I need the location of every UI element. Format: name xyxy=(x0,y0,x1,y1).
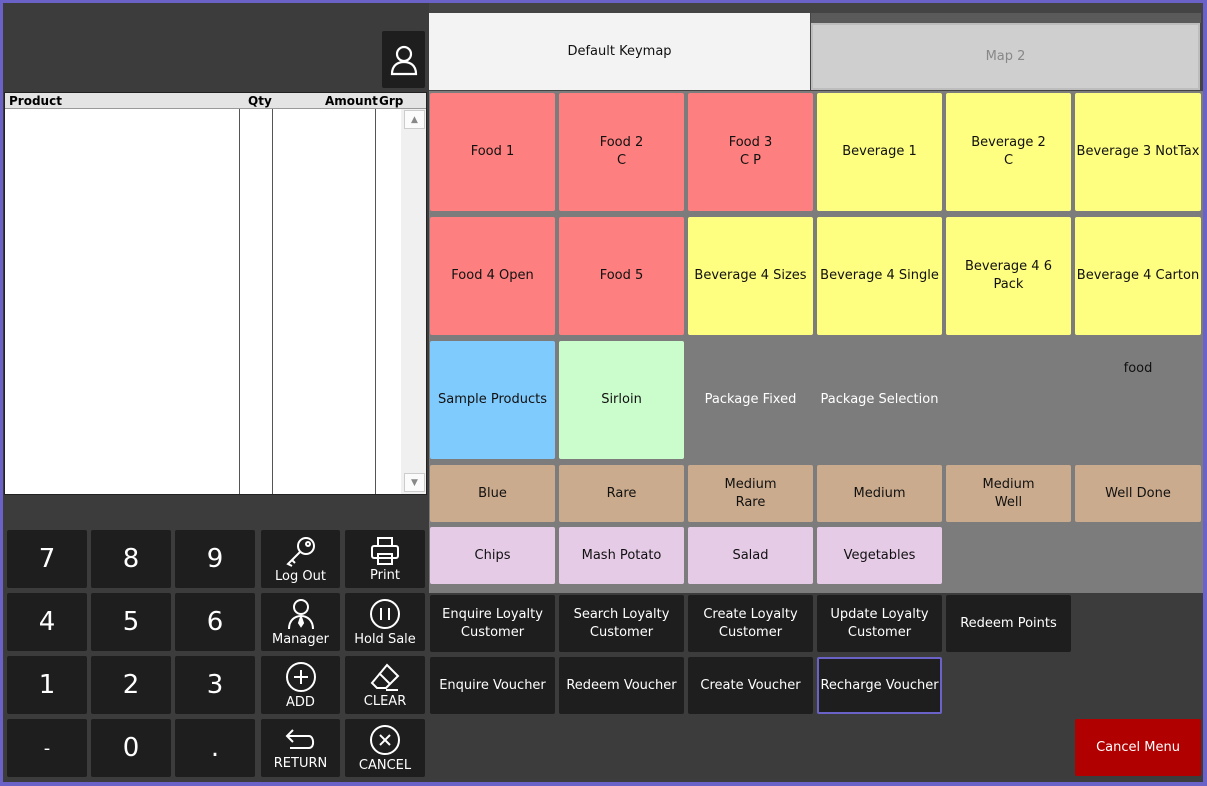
product-food-4-open[interactable]: Food 4 Open xyxy=(430,217,555,335)
key-2[interactable]: 2 xyxy=(91,656,171,714)
recharge-voucher-button[interactable]: Recharge Voucher xyxy=(817,657,942,714)
manager-icon xyxy=(287,598,314,629)
key-decimal[interactable]: . xyxy=(175,719,255,777)
key-icon xyxy=(285,536,315,567)
return-button[interactable]: RETURN xyxy=(261,719,340,777)
pos-window: Default Keymap Map 2 Product Qty Amount … xyxy=(3,3,1203,782)
modifier-medium-rare[interactable]: Medium Rare xyxy=(688,465,813,522)
cancel-label: CANCEL xyxy=(358,757,412,773)
product-beverage-4-single[interactable]: Beverage 4 Single xyxy=(817,217,942,335)
create-loyalty-customer-button[interactable]: Create Loyalty Customer xyxy=(688,595,813,652)
product-sample-products[interactable]: Sample Products xyxy=(430,341,555,459)
tab-divider xyxy=(811,13,1201,23)
key-3[interactable]: 3 xyxy=(175,656,255,714)
side-vegetables[interactable]: Vegetables xyxy=(817,527,942,584)
plus-circle-icon xyxy=(285,661,316,692)
column-divider xyxy=(239,109,240,494)
clear-label: CLEAR xyxy=(363,693,407,709)
product-package-selection[interactable]: Package Selection xyxy=(820,392,939,407)
manager-button[interactable]: Manager xyxy=(261,593,340,651)
log-out-button[interactable]: Log Out xyxy=(261,530,340,588)
return-icon xyxy=(285,728,314,749)
column-qty: Qty xyxy=(248,94,272,108)
key-4[interactable]: 4 xyxy=(7,593,87,651)
tab-default-keymap[interactable]: Default Keymap xyxy=(429,13,810,90)
product-beverage-2[interactable]: Beverage 2 C xyxy=(946,93,1071,211)
product-food-1[interactable]: Food 1 xyxy=(430,93,555,211)
enquire-loyalty-customer-button[interactable]: Enquire Loyalty Customer xyxy=(430,595,555,652)
order-list-header: Product Qty Amount Grp xyxy=(5,93,426,109)
modifier-blue[interactable]: Blue xyxy=(430,465,555,522)
key-8[interactable]: 8 xyxy=(91,530,171,588)
manager-label: Manager xyxy=(272,631,329,647)
modifier-well-done[interactable]: Well Done xyxy=(1075,465,1201,522)
enquire-voucher-button[interactable]: Enquire Voucher xyxy=(430,657,555,714)
column-amount: Amount xyxy=(325,94,378,108)
user-icon xyxy=(390,45,417,75)
key-7[interactable]: 7 xyxy=(7,530,87,588)
key-0[interactable]: 0 xyxy=(91,719,171,777)
tab-map-2[interactable]: Map 2 xyxy=(811,23,1200,90)
side-salad[interactable]: Salad xyxy=(688,527,813,584)
printer-icon xyxy=(371,536,399,565)
key-9[interactable]: 9 xyxy=(175,530,255,588)
key-5[interactable]: 5 xyxy=(91,593,171,651)
product-beverage-1[interactable]: Beverage 1 xyxy=(817,93,942,211)
search-loyalty-customer-button[interactable]: Search Loyalty Customer xyxy=(559,595,684,652)
product-food-label[interactable]: food xyxy=(1123,361,1153,376)
cancel-button[interactable]: CANCEL xyxy=(345,719,425,777)
product-sirloin[interactable]: Sirloin xyxy=(559,341,684,459)
print-label: Print xyxy=(370,567,400,583)
column-product: Product xyxy=(9,94,62,108)
product-package-fixed[interactable]: Package Fixed xyxy=(704,392,797,407)
modifier-medium[interactable]: Medium xyxy=(817,465,942,522)
modifier-medium-well[interactable]: Medium Well xyxy=(946,465,1071,522)
product-food-5[interactable]: Food 5 xyxy=(559,217,684,335)
log-out-label: Log Out xyxy=(275,568,326,584)
modifier-rare[interactable]: Rare xyxy=(559,465,684,522)
product-food-3[interactable]: Food 3 C P xyxy=(688,93,813,211)
hold-sale-label: Hold Sale xyxy=(354,631,416,647)
pause-icon xyxy=(370,598,400,629)
scroll-up-arrow-icon[interactable]: ▲ xyxy=(404,110,425,129)
column-grp: Grp xyxy=(379,94,404,108)
return-label: RETURN xyxy=(273,755,328,771)
redeem-points-button[interactable]: Redeem Points xyxy=(946,595,1071,652)
product-beverage-3[interactable]: Beverage 3 NotTax xyxy=(1075,93,1201,211)
add-button[interactable]: ADD xyxy=(261,656,340,714)
key-1[interactable]: 1 xyxy=(7,656,87,714)
order-list[interactable]: Product Qty Amount Grp ▲ ▼ xyxy=(4,92,427,495)
scroll-down-arrow-icon[interactable]: ▼ xyxy=(404,473,425,492)
user-button[interactable] xyxy=(382,31,425,88)
column-divider xyxy=(375,109,376,494)
clear-button[interactable]: CLEAR xyxy=(345,656,425,714)
product-beverage-4-sizes[interactable]: Beverage 4 Sizes xyxy=(688,217,813,335)
column-divider xyxy=(272,109,273,494)
hold-sale-button[interactable]: Hold Sale xyxy=(345,593,425,651)
side-mash-potato[interactable]: Mash Potato xyxy=(559,527,684,584)
product-beverage-4-carton[interactable]: Beverage 4 Carton xyxy=(1075,217,1201,335)
side-chips[interactable]: Chips xyxy=(430,527,555,584)
create-voucher-button[interactable]: Create Voucher xyxy=(688,657,813,714)
update-loyalty-customer-button[interactable]: Update Loyalty Customer xyxy=(817,595,942,652)
vertical-scrollbar[interactable]: ▲ ▼ xyxy=(401,109,426,494)
product-grid xyxy=(429,91,1203,593)
key-6[interactable]: 6 xyxy=(175,593,255,651)
key-minus[interactable]: - xyxy=(7,719,87,777)
print-button[interactable]: Print xyxy=(345,530,425,588)
product-food-2[interactable]: Food 2 C xyxy=(559,93,684,211)
add-label: ADD xyxy=(286,694,315,710)
x-circle-icon xyxy=(370,724,400,755)
cancel-menu-button[interactable]: Cancel Menu xyxy=(1075,719,1201,776)
product-beverage-4-6-pack[interactable]: Beverage 4 6 Pack xyxy=(946,217,1071,335)
eraser-icon xyxy=(370,663,400,691)
redeem-voucher-button[interactable]: Redeem Voucher xyxy=(559,657,684,714)
